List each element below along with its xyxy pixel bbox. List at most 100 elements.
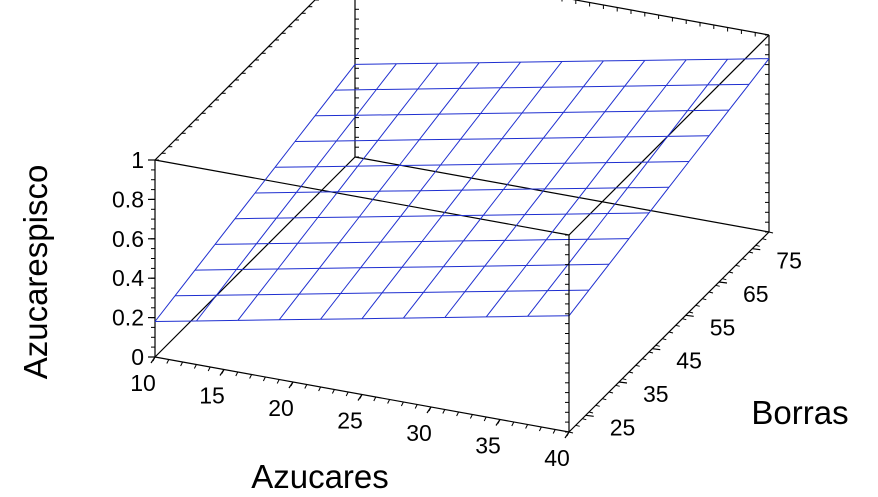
surface-grid-line <box>588 263 610 291</box>
surface-grid-line <box>707 83 750 86</box>
y-minor-tick <box>615 384 620 387</box>
surface-grid-line <box>421 215 443 242</box>
surface-grid-line <box>358 190 380 218</box>
surface-grid-line <box>318 242 340 269</box>
surface-grid-line <box>338 216 360 244</box>
surface-grid-line <box>359 215 401 218</box>
y-minor-tick <box>575 424 580 427</box>
x-minor-tick <box>538 426 542 432</box>
surface-grid-line <box>443 240 464 268</box>
surface-grid-line <box>154 320 197 322</box>
surface-grid-line <box>399 164 441 166</box>
surface-grid-line <box>254 166 276 194</box>
surface-grid-line <box>647 136 668 163</box>
x-minor-tick <box>469 414 473 419</box>
z-tick-label: 0.2 <box>112 305 144 331</box>
surface-grid-line <box>541 61 563 88</box>
y-minor-tick <box>755 244 760 247</box>
surface-grid-line <box>381 266 403 294</box>
surface-grid-line <box>665 59 687 86</box>
y-minor-tick <box>642 358 647 361</box>
x-minor-tick <box>442 409 446 414</box>
surface-grid-line <box>748 58 770 85</box>
tick-labels: 0 0.2 0.4 0.6 0.8 1 10 15 20 25 30 35 40 25 35 45 55 65 75 <box>112 147 802 471</box>
surface-grid-line <box>563 86 584 113</box>
x-axis-title: Azucares <box>251 458 389 495</box>
y-minor-tick <box>608 391 614 394</box>
y-minor-tick <box>742 258 747 261</box>
surface-grid-line <box>403 317 445 319</box>
surface-grid-line <box>437 62 480 64</box>
surface-grid-line <box>460 138 503 140</box>
x-minor-tick <box>290 381 294 387</box>
surface-grid-line <box>336 139 378 142</box>
surface-grid-line <box>443 265 485 268</box>
z-tick-label: 0.6 <box>112 226 144 252</box>
surface-grid-line <box>460 113 481 140</box>
surface-grid-line <box>587 213 608 240</box>
surface-grid-line <box>356 114 398 116</box>
surface-grid-line <box>174 294 217 297</box>
surface-grid-line <box>320 318 363 320</box>
surface-grid-line <box>214 243 257 245</box>
surface-grid-line <box>479 61 521 64</box>
surface-grid-line <box>400 215 443 217</box>
surface-grid-line <box>565 188 587 215</box>
surface-grid-line <box>666 84 708 86</box>
surface-grid-line <box>420 189 463 192</box>
surface-grid-line <box>583 60 604 88</box>
surface-grid-line <box>444 291 466 318</box>
surface-grid-line <box>521 86 543 114</box>
surface-grid-line <box>667 135 710 137</box>
surface-grid-line <box>644 59 687 61</box>
surface-grid-line <box>357 165 400 167</box>
y-tick <box>752 248 761 251</box>
surface-grid-line <box>503 163 524 190</box>
y-minor-tick <box>628 371 634 374</box>
surface-grid-line <box>561 60 604 62</box>
box-edge <box>154 156 356 358</box>
x-minor-tick <box>331 389 335 394</box>
surface-grid-line <box>547 289 590 292</box>
y-minor-tick <box>735 264 740 267</box>
surface-grid-line <box>316 165 358 168</box>
surface-grid-line <box>401 266 444 268</box>
surface-grid-line <box>646 110 688 112</box>
surface-grid-line <box>541 86 584 88</box>
surface-grid-line <box>504 214 526 241</box>
x-minor-tick <box>318 386 322 392</box>
surface-grid-line <box>585 162 607 189</box>
surface-grid-line <box>439 113 481 115</box>
surface-grid-line <box>607 187 628 214</box>
surface-grid-line <box>501 137 544 140</box>
surface-grid-line <box>274 166 317 168</box>
z-tick-label: 0 <box>131 344 144 370</box>
surface-grid-line <box>484 240 506 267</box>
surface-grid-line <box>459 87 501 89</box>
x-minor-tick <box>262 376 266 382</box>
surface-grid-line <box>505 265 527 292</box>
surface-grid-line <box>728 84 750 111</box>
surface-grid-line <box>234 192 256 220</box>
surface-grid-line <box>464 265 486 293</box>
y-tick-label: 55 <box>710 314 736 340</box>
y-minor-tick <box>762 238 767 241</box>
surface-grid-line <box>708 109 730 137</box>
surface-grid-line <box>298 268 320 295</box>
x-minor-tick <box>400 401 404 407</box>
surface-grid-line <box>340 292 383 294</box>
surface-grid-line <box>627 161 648 189</box>
axis-ticks <box>148 0 774 439</box>
surface-grid-line <box>274 141 296 168</box>
x-minor-tick <box>180 361 184 367</box>
y-minor-tick <box>568 431 574 434</box>
x-minor-tick <box>373 396 377 402</box>
surface-grid-line <box>334 64 356 91</box>
surface-grid-line <box>438 88 460 115</box>
surface-grid-line <box>568 289 590 317</box>
surface-grid-line <box>523 137 544 165</box>
surface-grid-line <box>440 138 461 166</box>
surface-grid-line <box>397 113 440 116</box>
surface-grid-line <box>604 85 626 113</box>
surface-grid-line <box>174 269 196 297</box>
